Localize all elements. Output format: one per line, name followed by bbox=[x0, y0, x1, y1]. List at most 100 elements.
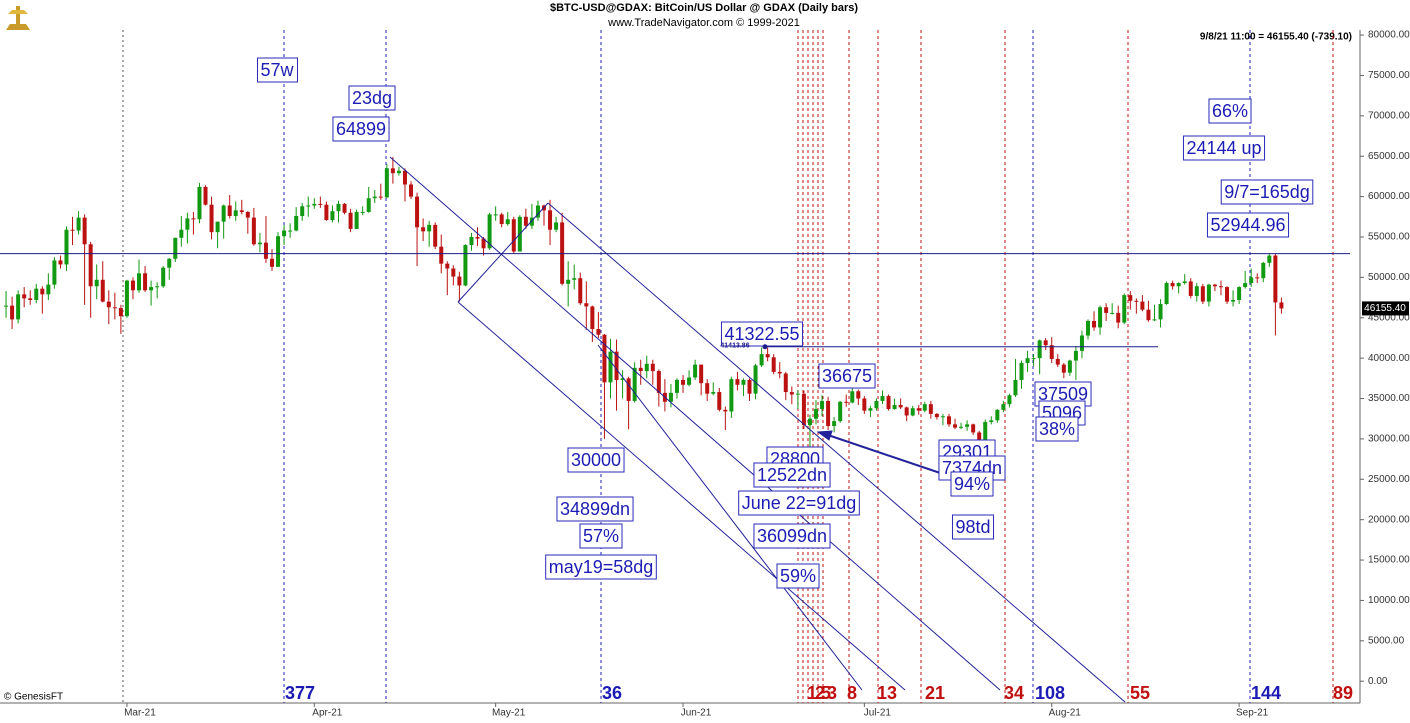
annotation: 37509 bbox=[1038, 384, 1088, 404]
candle-body bbox=[578, 278, 583, 304]
candle-body bbox=[1073, 350, 1078, 361]
candle-body bbox=[34, 288, 39, 300]
annotation: 57w bbox=[260, 60, 294, 80]
y-tick-label: 65000.00 bbox=[1368, 151, 1410, 162]
candle-body bbox=[433, 224, 438, 247]
last-price-box bbox=[1362, 301, 1409, 316]
channel-line bbox=[457, 301, 906, 691]
candle-body bbox=[306, 205, 311, 207]
annotation: 12522dn bbox=[757, 465, 827, 485]
candle-body bbox=[288, 230, 293, 232]
candle-body bbox=[1164, 283, 1169, 305]
candle-body bbox=[1013, 379, 1018, 396]
candle-body bbox=[191, 218, 196, 220]
candle-body bbox=[874, 400, 879, 409]
candle-body bbox=[1086, 320, 1090, 336]
candle-body bbox=[227, 205, 232, 216]
candle-body bbox=[801, 393, 806, 426]
candle-body bbox=[366, 198, 371, 212]
candle-body bbox=[705, 383, 710, 394]
candle-body bbox=[928, 404, 933, 414]
level-label: 41413.86 bbox=[720, 343, 749, 350]
candle-body bbox=[523, 216, 528, 226]
annotation: 41322.55 bbox=[724, 324, 799, 344]
annotation: 94% bbox=[954, 474, 990, 494]
candle-body bbox=[814, 409, 818, 419]
candle-body bbox=[1025, 358, 1030, 363]
annotation-box bbox=[1035, 416, 1079, 442]
candle-body bbox=[566, 279, 571, 284]
level-anchor bbox=[762, 344, 768, 350]
candle-body bbox=[783, 373, 788, 393]
candle-body bbox=[173, 237, 178, 259]
candle-body bbox=[644, 363, 649, 372]
candle-body bbox=[1067, 360, 1072, 373]
candle-body bbox=[620, 378, 625, 380]
channel-line bbox=[457, 202, 549, 303]
candle-body bbox=[838, 401, 843, 422]
annotation: 57% bbox=[583, 526, 619, 546]
y-tick-label: 15000.00 bbox=[1368, 555, 1410, 566]
candle-body bbox=[717, 392, 722, 410]
candle-body bbox=[832, 421, 837, 426]
candle-body bbox=[1043, 340, 1048, 346]
cycle-label: 21 bbox=[925, 683, 945, 703]
candle-body bbox=[239, 210, 244, 212]
candle-body bbox=[402, 170, 407, 185]
chart-title: $BTC-USD@GDAX: BitCoin/US Dollar @ GDAX … bbox=[550, 2, 858, 14]
cycle-label: 5 bbox=[821, 683, 831, 703]
annotation-box bbox=[738, 490, 860, 516]
candle-body bbox=[372, 196, 377, 199]
candles bbox=[4, 157, 1284, 449]
cycle-label: 36 bbox=[602, 683, 622, 703]
candle-body bbox=[421, 227, 426, 232]
candle-body bbox=[681, 379, 686, 385]
candle-body bbox=[953, 424, 958, 428]
annotation-box bbox=[1208, 98, 1252, 124]
y-tick-label: 40000.00 bbox=[1368, 353, 1410, 364]
candle-body bbox=[608, 351, 613, 383]
candle-body bbox=[735, 379, 740, 385]
candle-body bbox=[880, 396, 885, 401]
candle-body bbox=[58, 260, 63, 265]
candle-body bbox=[1176, 283, 1181, 287]
annotation: 34899dn bbox=[560, 499, 630, 519]
candle-body bbox=[469, 236, 474, 246]
candle-body bbox=[983, 421, 988, 441]
candle-body bbox=[1122, 295, 1127, 323]
candle-body bbox=[777, 371, 782, 374]
candle-body bbox=[989, 420, 994, 422]
candle-body bbox=[1146, 309, 1151, 321]
cycle-label: 3 bbox=[827, 683, 837, 703]
annotation: 52944.96 bbox=[1210, 215, 1285, 235]
candle-body bbox=[729, 379, 734, 412]
candle-body bbox=[384, 168, 389, 198]
candle-body bbox=[52, 260, 57, 285]
candle-body bbox=[161, 267, 166, 287]
candle-body bbox=[977, 432, 982, 441]
candle-body bbox=[1079, 335, 1084, 351]
x-tick-label: Jul-21 bbox=[864, 708, 892, 719]
cycle-label: 2 bbox=[815, 683, 825, 703]
candle-body bbox=[1255, 277, 1260, 279]
candle-body bbox=[10, 305, 15, 320]
annotation-box bbox=[776, 563, 820, 589]
annotation: 9/7=165dg bbox=[1224, 182, 1310, 202]
candle-body bbox=[904, 407, 909, 416]
y-tick-label: 25000.00 bbox=[1368, 474, 1410, 485]
candle-body bbox=[336, 203, 341, 212]
candle-body bbox=[499, 214, 504, 225]
candle-body bbox=[1218, 286, 1223, 288]
candle-body bbox=[457, 276, 462, 286]
candle-body bbox=[46, 284, 51, 295]
cycle-label: 8 bbox=[847, 683, 857, 703]
y-tick-label: 50000.00 bbox=[1368, 272, 1410, 283]
y-tick-label: 30000.00 bbox=[1368, 434, 1410, 445]
candle-body bbox=[1194, 286, 1199, 296]
annotation-box bbox=[950, 471, 994, 497]
annotation: 23dg bbox=[352, 88, 392, 108]
candle-body bbox=[554, 222, 559, 230]
candle-body bbox=[348, 212, 353, 229]
cycle-label: 108 bbox=[1035, 683, 1065, 703]
candle-body bbox=[1055, 358, 1060, 365]
